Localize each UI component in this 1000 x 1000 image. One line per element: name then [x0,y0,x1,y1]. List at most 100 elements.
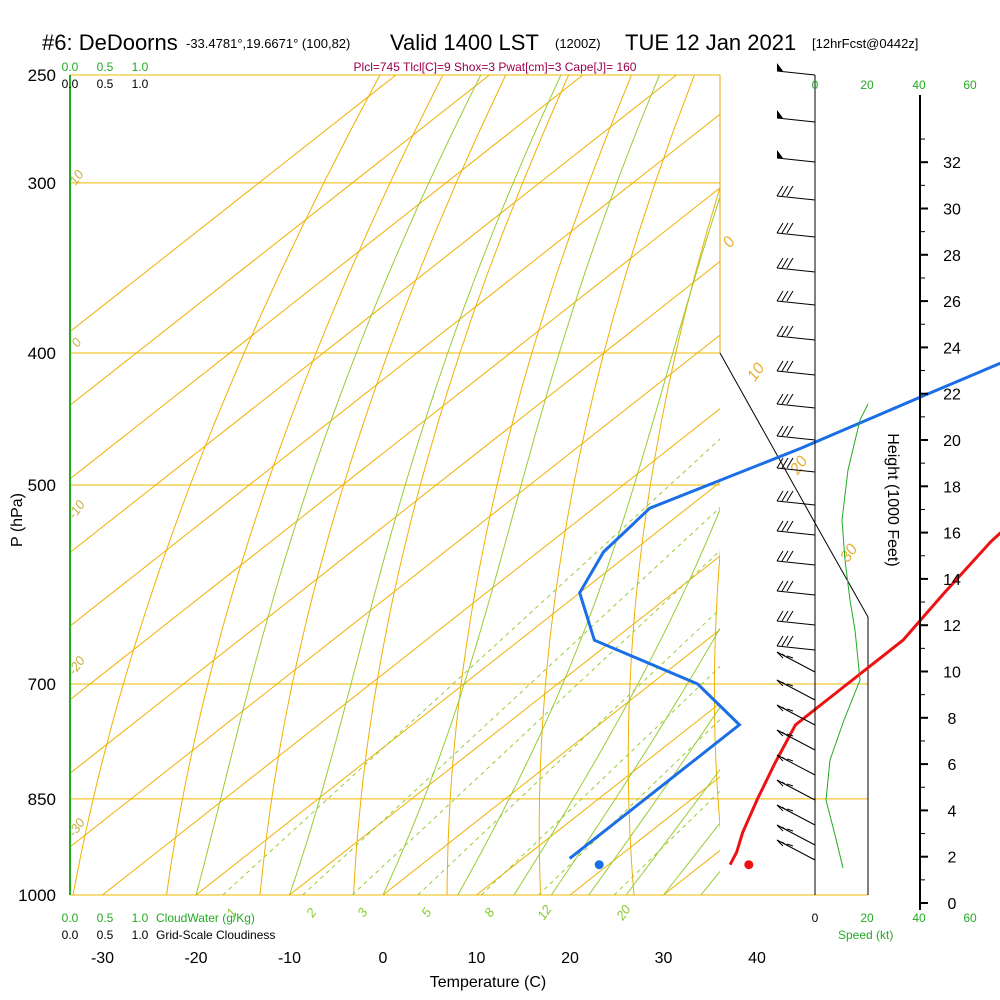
dry-adiabat [259,75,507,895]
mixing-ratio-label: 5 [418,905,435,920]
isotherm [70,334,720,848]
pressure-tick-label: 700 [28,675,56,694]
dry-adiabat-lines [72,75,720,895]
speed-top-label: 40 [912,78,926,92]
speed-top-label: 60 [963,78,977,92]
wind-barb [776,645,816,651]
isotherm [851,75,1000,895]
wind-barb-feather [776,824,784,832]
pressure-tick-labels: 250 300 400 500 700 850 1000 [18,66,56,905]
height-tick-label: 4 [948,803,957,820]
pressure-tick-label: 400 [28,344,56,363]
wind-barb-feather [776,360,784,372]
height-tick-label: 26 [943,294,961,311]
wind-barb [776,70,816,76]
wind-barb [776,435,816,441]
mixing-ratio-label: 2 [303,905,320,921]
forecast-run: [12hrFcst@0442z] [812,36,918,51]
cloudiness-label: Grid-Scale Cloudiness [156,928,275,942]
height-tick-label: 16 [943,526,961,543]
height-tick-label: 22 [943,387,961,404]
wind-barb [776,403,816,409]
height-tick-label: 14 [943,572,961,589]
sounding-traces [568,361,1000,870]
wind-barb-feather [776,635,784,647]
mixing-ratio-line [480,665,720,895]
moist-adiabat [550,627,720,895]
height-tick-label: 24 [943,340,961,357]
wind-barb-feather [786,828,794,832]
cloudwater-label: CloudWater (g/Kg) [156,911,255,925]
cloudiness-top-label: 1.0 [132,77,149,91]
wind-barb [776,232,816,238]
isotherm [70,187,720,701]
isotherm-label: 10 [744,360,768,384]
wind-barb-feather [786,490,794,502]
cloudwater-top-label: 0.5 [97,60,114,74]
wind-barb-feather [776,580,784,592]
wind-barb-feather [786,222,794,234]
wind-barb-feather [781,490,789,502]
wind-barb-feather [776,729,784,737]
wind-barb-feather [781,781,789,787]
height-tick-label: 2 [948,850,957,867]
cloudiness-bottom-label: 1.0 [132,928,149,942]
wind-barb-feather [776,804,784,812]
isotherm [102,408,720,895]
pressure-tick-label: 300 [28,174,56,193]
wind-barb-flag [777,63,783,71]
speed-bottom-label: 60 [963,911,977,925]
wind-barb-feather [786,783,794,787]
wind-barb [776,530,816,536]
cloudiness-bottom-label: 0.5 [97,928,114,942]
wind-barb-feather [786,290,794,302]
isotherm-label: -10 [65,497,89,522]
wind-barb-feather [781,360,789,372]
mixing-ratio-label: 3 [354,905,371,920]
isotherm-label: 0 [720,234,739,251]
dewpoint-trace [568,361,1000,860]
cloud-scales: 0.0 0.0 0.0 0.0 0.5 0.5 0.5 0.5 1.0 1.0 1.0 1.0 [62,60,149,942]
wind-barb-feather [781,706,789,712]
pressure-tick-label: 500 [28,476,56,495]
dry-adiabat [446,75,632,895]
wind-barb [776,560,816,566]
wind-barb [776,620,816,626]
wind-barb-feather [781,290,789,302]
speed-bottom-label: 20 [860,911,874,925]
wind-barb-feather [781,580,789,592]
wind-barb-feather [786,393,794,405]
dry-adiabat [353,75,570,895]
speed-top-label: 20 [860,78,874,92]
dry-adiabat [166,75,444,895]
temperature-axis-title: Temperature (C) [430,974,546,991]
isotherm [70,75,677,554]
isotherm [70,75,584,480]
wind-barb-feather [776,490,784,502]
isotherm [382,629,720,895]
wind-barb-feather [776,257,784,269]
speed-axis-title: Speed (kt) [838,928,893,942]
wind-barb-feather [786,457,794,469]
sounding-parameters: Plcl=745 Tlcl[C]=9 Shox=3 Pwat[cm]=3 Cap… [354,60,637,74]
wind-barb-feather [786,758,794,762]
wind-barb-feather [776,185,784,197]
surface-dewpoint-marker [594,860,604,870]
pressure-axis-title: P (hPa) [9,493,26,547]
mixing-ratio-lines [222,438,720,895]
height-tick-label: 32 [943,155,961,172]
temperature-tick-label: 40 [748,950,766,967]
wind-barb-feather [776,222,784,234]
moist-adiabat [625,768,720,895]
temperature-tick-label: -20 [184,950,207,967]
wind-barb-feather [786,185,794,197]
wind-barb-feather [781,393,789,405]
dry-adiabat [627,185,720,895]
station-coords: -33.4781°,19.6671° (100,82) [186,36,350,51]
wind-barb [776,157,816,163]
temperature-tick-label: 10 [468,950,486,967]
wind-barb-feather [776,325,784,337]
wind-barb-feather [776,393,784,405]
